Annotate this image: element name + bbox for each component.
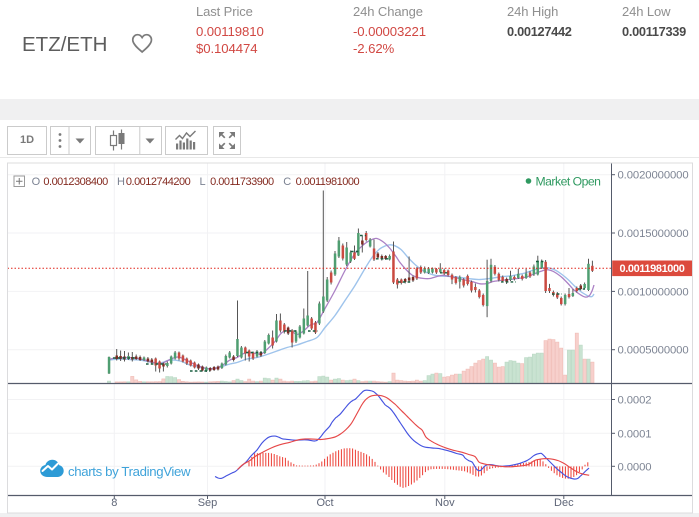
svg-text:Nov: Nov <box>435 497 455 509</box>
svg-text:Market Open: Market Open <box>536 174 601 188</box>
svg-text:C: C <box>283 176 291 188</box>
svg-text:H: H <box>117 176 125 188</box>
svg-text:O: O <box>32 176 41 188</box>
svg-text:0.0020000000: 0.0020000000 <box>618 169 689 181</box>
svg-text:0.0002: 0.0002 <box>618 394 652 406</box>
svg-text:8: 8 <box>111 497 117 509</box>
svg-text:0.0011733900: 0.0011733900 <box>210 176 274 188</box>
svg-text:Oct: Oct <box>316 497 333 509</box>
svg-text:0.0012744200: 0.0012744200 <box>126 176 191 188</box>
svg-text:0.0005000000: 0.0005000000 <box>618 344 689 356</box>
svg-text:0.0011981000: 0.0011981000 <box>296 176 360 188</box>
svg-text:L: L <box>200 176 206 188</box>
svg-text:0.0015000000: 0.0015000000 <box>618 228 689 240</box>
svg-text:0.0010000000: 0.0010000000 <box>618 286 689 298</box>
svg-text:Sep: Sep <box>198 497 218 509</box>
svg-text:Dec: Dec <box>554 497 574 509</box>
svg-text:0.0012308400: 0.0012308400 <box>43 176 108 188</box>
svg-text:0.0001: 0.0001 <box>618 428 652 440</box>
svg-text:0.0011981000: 0.0011981000 <box>620 262 685 274</box>
svg-text:charts by TradingView: charts by TradingView <box>68 464 191 479</box>
svg-text:0.0000: 0.0000 <box>618 461 652 473</box>
